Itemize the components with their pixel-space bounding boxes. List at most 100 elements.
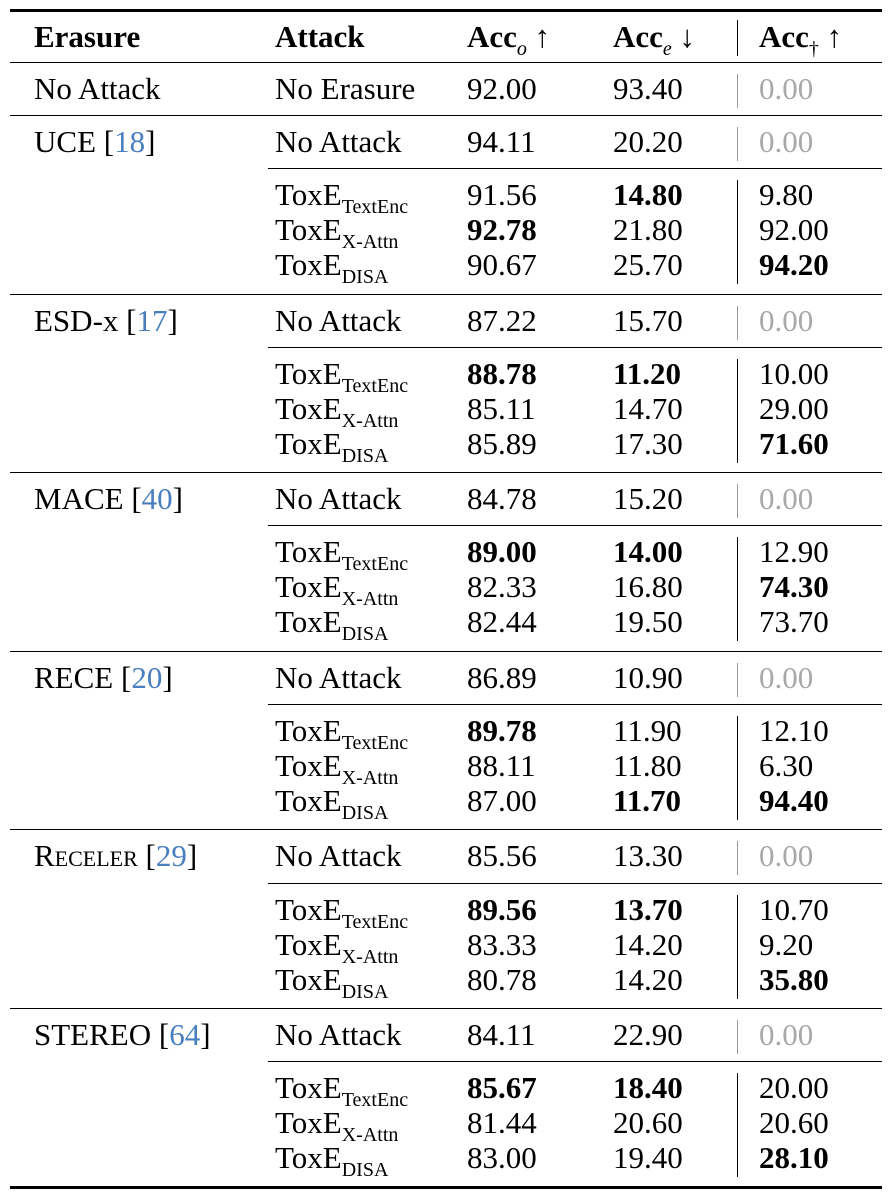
attack-toxe-disa: ToxEDISA — [275, 604, 388, 645]
attack-no-attack: No Attack — [275, 838, 402, 873]
header-acc-e: Acce ↓ — [613, 19, 696, 60]
attack-toxe-disa: ToxEDISA — [275, 783, 388, 824]
acc-dagger-cell: 29.00 — [759, 391, 829, 426]
acc-dagger-cell: 12.10 — [759, 713, 829, 748]
acc-dagger-cell: 20.00 — [759, 1070, 829, 1105]
attack-toxe-textenc: ToxETextEnc — [275, 892, 408, 933]
acc-o-cell: 94.11 — [467, 124, 536, 159]
toxe-label: ToxE — [275, 1140, 342, 1175]
attack-toxe-disa: ToxEDISA — [275, 247, 388, 288]
attack-toxe-textenc: ToxETextEnc — [275, 534, 409, 575]
attack-no-attack: No Attack — [275, 124, 402, 159]
acc-o-cell: 81.44 — [467, 1105, 537, 1140]
acc-dagger-cell: 6.30 — [759, 748, 814, 783]
method-name: MACE [40] — [34, 481, 183, 516]
up-arrow-icon: ↑ — [826, 19, 843, 54]
acc-o-cell: 88.11 — [467, 748, 536, 783]
toxe-label: ToxE — [275, 713, 342, 748]
baseline-attack: No Erasure — [275, 71, 416, 106]
toxe-sub: TextEnc — [341, 375, 409, 397]
acc-o-cell: 85.89 — [467, 426, 537, 461]
toxe-sub: TextEnc — [341, 196, 409, 218]
method-name: STEREO [64] — [34, 1017, 211, 1052]
column-separator — [737, 74, 739, 108]
baseline-acc-e: 93.40 — [613, 71, 683, 106]
column-separator — [737, 484, 739, 518]
citation-link[interactable]: 18 — [114, 124, 146, 159]
acc-dagger-cell: 12.90 — [759, 534, 829, 569]
acc-dagger-cell: 0.00 — [759, 1017, 814, 1052]
acc-e-cell: 15.70 — [613, 303, 683, 338]
acc-e-cell: 18.40 — [613, 1070, 683, 1105]
column-separator — [737, 306, 739, 340]
acc-e-cell: 20.60 — [613, 1105, 683, 1140]
attack-toxe-disa: ToxEDISA — [275, 426, 388, 467]
method-name: UCE [18] — [34, 124, 156, 159]
toxe-label: ToxE — [275, 391, 342, 426]
acc-o-cell: 86.89 — [467, 660, 537, 695]
acc-o-cell: 83.00 — [467, 1140, 537, 1175]
header-acc-d-sub: † — [808, 38, 819, 60]
toxe-label: ToxE — [275, 426, 342, 461]
down-arrow-icon: ↓ — [679, 19, 696, 54]
acc-dagger-cell: 9.20 — [759, 927, 814, 962]
method-name: Receler [29] — [34, 838, 198, 873]
toxe-label: ToxE — [275, 1070, 342, 1105]
attack-no-attack: No Attack — [275, 303, 402, 338]
baseline-erasure: No Attack — [34, 71, 161, 106]
acc-e-cell: 11.70 — [613, 783, 682, 818]
acc-e-cell: 14.20 — [613, 962, 683, 997]
column-separator — [737, 359, 739, 463]
acc-e-cell: 14.00 — [613, 534, 683, 569]
header-acc-e-base: Acc — [613, 19, 663, 54]
citation-link[interactable]: 40 — [141, 481, 173, 516]
acc-o-cell: 85.67 — [467, 1070, 537, 1105]
acc-e-cell: 15.20 — [613, 481, 683, 516]
method-name: RECE [20] — [34, 660, 173, 695]
toxe-sub: DISA — [341, 1159, 389, 1181]
toxe-sub: DISA — [341, 981, 389, 1003]
attack-no-attack: No Attack — [275, 1017, 402, 1052]
toxe-sub: TextEnc — [341, 553, 409, 575]
acc-e-cell: 11.90 — [613, 713, 682, 748]
acc-o-cell: 89.56 — [467, 892, 537, 927]
citation-link[interactable]: 20 — [131, 660, 163, 695]
header-acc-d-base: Acc — [759, 19, 809, 54]
partial-rule — [268, 525, 882, 527]
partial-rule — [268, 347, 882, 349]
attack-toxe-xattn: ToxEX-Attn — [275, 927, 399, 968]
toxe-sub: X-Attn — [341, 946, 399, 968]
acc-o-cell: 82.33 — [467, 569, 537, 604]
citation-link[interactable]: 29 — [155, 838, 187, 873]
attack-toxe-disa: ToxEDISA — [275, 1140, 389, 1181]
citation-link[interactable]: 17 — [136, 303, 168, 338]
acc-o-cell: 92.78 — [467, 212, 537, 247]
toxe-label: ToxE — [275, 1105, 342, 1140]
header-rule — [10, 62, 882, 64]
attack-toxe-textenc: ToxETextEnc — [275, 177, 409, 218]
acc-e-cell: 19.50 — [613, 604, 683, 639]
acc-dagger-cell: 0.00 — [759, 838, 814, 873]
acc-e-cell: 16.80 — [613, 569, 683, 604]
acc-o-cell: 83.33 — [467, 927, 537, 962]
acc-e-cell: 21.80 — [613, 212, 683, 247]
citation-link[interactable]: 64 — [169, 1017, 201, 1052]
acc-dagger-cell: 0.00 — [759, 481, 814, 516]
attack-toxe-xattn: ToxEX-Attn — [275, 569, 398, 610]
attack-no-attack: No Attack — [275, 660, 402, 695]
group-rule — [10, 1008, 882, 1010]
group-rule — [10, 651, 882, 653]
acc-o-cell: 91.56 — [467, 177, 537, 212]
acc-dagger-cell: 9.80 — [759, 177, 814, 212]
column-separator — [737, 1073, 739, 1177]
method-label: STEREO — [34, 1017, 152, 1052]
method-label: Receler — [34, 838, 138, 873]
attack-toxe-disa: ToxEDISA — [275, 962, 389, 1003]
toxe-label: ToxE — [275, 892, 342, 927]
acc-o-cell: 85.11 — [467, 391, 536, 426]
acc-e-cell: 11.20 — [613, 356, 682, 391]
acc-e-cell: 14.80 — [613, 177, 683, 212]
toxe-label: ToxE — [275, 247, 342, 282]
toxe-label: ToxE — [275, 534, 342, 569]
toxe-label: ToxE — [275, 604, 342, 639]
